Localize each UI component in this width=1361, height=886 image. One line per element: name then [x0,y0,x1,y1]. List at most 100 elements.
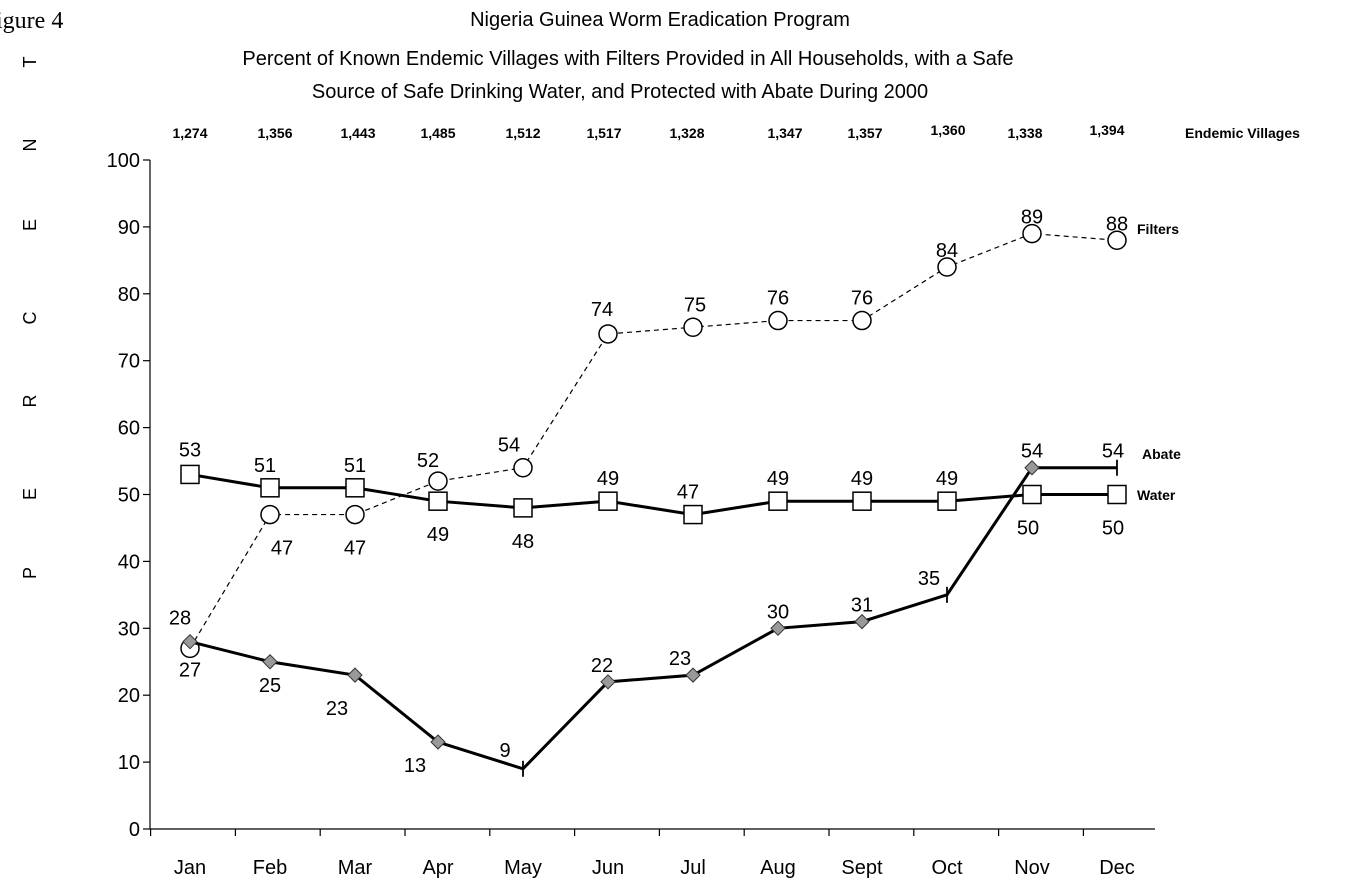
data-label-filters: 75 [684,294,706,316]
data-label-abate: 23 [326,698,348,720]
data-point-water [768,491,788,511]
data-point-filters [1107,230,1127,251]
series-filters [180,223,1127,659]
y-axis-label-letter: R [20,395,40,408]
data-label-abate: 54 [1021,441,1043,463]
y-tick-label: 10 [118,752,140,774]
data-label-abate: 28 [169,608,191,630]
y-tick-label: 100 [107,150,140,172]
data-point-water [428,491,448,511]
data-label-filters: 89 [1021,207,1043,229]
data-label-filters: 54 [498,435,520,457]
x-tick-label: Feb [253,857,287,879]
series-name-abate: Abate [1142,446,1181,462]
y-tick-label: 0 [129,819,140,841]
data-label-abate: 31 [851,595,873,617]
data-point-filters [852,310,872,331]
data-label-water: 50 [1102,518,1124,540]
data-point-abate [770,620,786,637]
data-label-filters: 74 [591,299,613,321]
figure-label: igure 4 [0,8,63,34]
series-name-filters: Filters [1137,221,1179,237]
data-point-water [852,491,872,511]
x-tick-label: May [504,857,542,879]
data-point-water [180,464,200,485]
endemic-villages-value: 1,485 [420,125,455,141]
data-label-filters: 88 [1106,213,1128,235]
data-point-filters [1022,223,1042,244]
data-point-filters [513,457,533,478]
data-label-filters: 27 [179,659,201,681]
data-point-filters [937,257,957,277]
data-label-water: 49 [427,524,449,546]
data-point-water [1107,484,1127,505]
y-tick-label: 20 [118,685,140,707]
series-line-water [189,472,1117,517]
data-label-water: 51 [254,455,276,477]
data-label-water: 49 [936,468,958,490]
endemic-villages-value: 1,328 [669,125,704,141]
endemic-villages-value: 1,338 [1007,125,1042,141]
x-tick-label: Mar [338,857,373,879]
series-layer [180,223,1127,777]
y-tick-label: 80 [118,284,140,306]
data-point-filters [428,471,448,491]
data-point-water [1022,484,1042,505]
chart-title: Nigeria Guinea Worm Eradication Program [470,9,850,31]
data-label-abate: 35 [918,568,940,590]
y-axis-label: P E R C E N T [20,57,40,580]
series-line-abate [189,466,1117,771]
endemic-villages-value: 1,274 [172,125,207,141]
y-tick-label: 30 [118,618,140,640]
endemic-villages-value: 1,357 [847,125,882,141]
data-label-filters: 47 [271,538,293,560]
data-point-abate [854,613,870,630]
data-point-water [598,491,618,511]
data-label-water: 53 [179,439,201,461]
data-point-filters [260,504,280,525]
data-point-abate [347,667,363,683]
data-label-water: 51 [344,455,366,477]
data-point-water [683,504,703,525]
y-tick-label: 70 [118,351,140,373]
data-point-abate [262,654,278,670]
y-axis-label-letter: E [20,219,40,231]
endemic-villages-value: 1,443 [340,125,375,141]
axes: 0 10 20 30 40 50 60 70 80 90 100 Jan Feb Mar Apr May Jun… [107,122,1300,879]
data-label-abate: 30 [767,601,789,623]
x-tick-label: Jul [680,857,706,879]
data-point-water [513,498,533,518]
endemic-villages-value: 1,356 [257,125,292,141]
data-point-filters [345,504,365,525]
data-label-water: 49 [597,468,619,490]
x-tick-label: Sept [841,857,883,879]
endemic-villages-value: 1,360 [930,122,965,138]
y-axis-label-letter: E [20,488,40,500]
x-tick-label: Apr [422,857,453,879]
data-label-water: 47 [677,482,699,504]
data-label-abate: 54 [1102,441,1124,463]
series-water [180,464,1127,525]
y-axis-label-letter: N [20,139,40,152]
data-label-abate: 23 [669,648,691,670]
data-point-water [345,478,365,498]
data-label-water: 49 [851,468,873,490]
data-label-filters: 76 [767,288,789,310]
data-point-filters [598,324,618,344]
y-axis-label-letter: P [20,567,40,579]
data-label-water: 48 [512,531,534,553]
y-axis-label-letter: T [20,57,40,68]
endemic-villages-value: 1,512 [505,125,540,141]
x-tick-label: Aug [760,857,796,879]
data-label-abate: 25 [259,675,281,697]
endemic-villages-value: 1,347 [767,125,802,141]
x-tick-label: Dec [1099,857,1135,879]
data-label-filters: 47 [344,538,366,560]
data-labels-layer: 27 47 47 52 54 74 75 76 76 84 89 88 Filters 53 51 51 49 4… [169,207,1181,777]
data-label-abate: 13 [404,755,426,777]
y-tick-label: 60 [118,418,140,440]
data-label-filters: 52 [417,450,439,472]
data-point-water [937,491,957,511]
y-tick-label: 50 [118,485,140,507]
